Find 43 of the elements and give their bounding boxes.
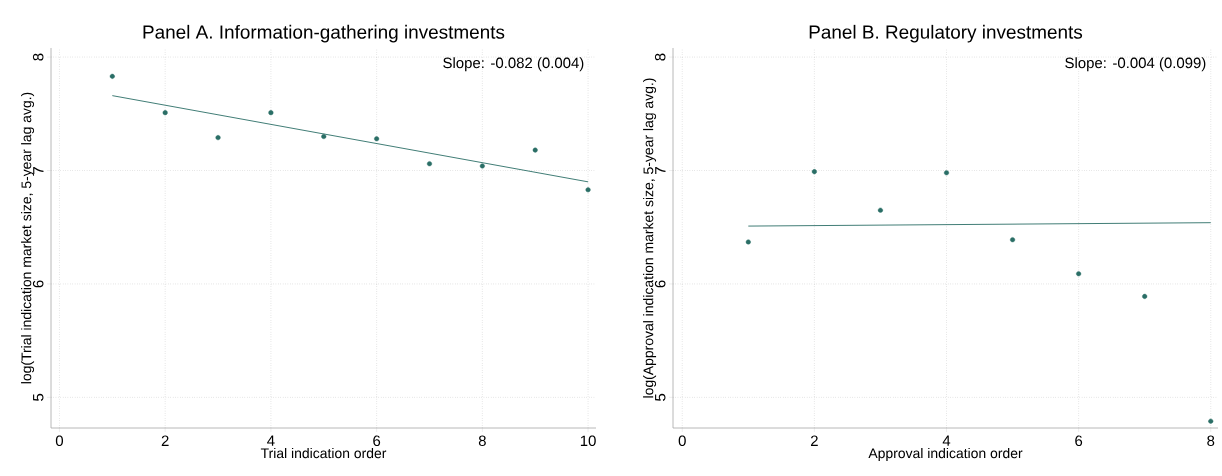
chart-title: Panel B. Regulatory investments bbox=[809, 24, 1083, 43]
point bbox=[585, 187, 591, 193]
y-tick-label: 7 bbox=[33, 167, 44, 174]
point bbox=[745, 239, 751, 245]
x-tick-label: 10 bbox=[580, 435, 596, 447]
point bbox=[215, 135, 221, 141]
x-tick-label: 6 bbox=[373, 435, 381, 447]
y-tick-label: 7 bbox=[655, 167, 666, 174]
x-tick-label: 8 bbox=[478, 435, 486, 447]
point bbox=[321, 133, 327, 139]
x-tick-label: 6 bbox=[1075, 435, 1083, 447]
point bbox=[1076, 271, 1082, 277]
annotation: Slope: -0.004 (0.099) bbox=[1065, 57, 1206, 72]
x-tick-label: 2 bbox=[810, 435, 818, 446]
x-tick-label: 0 bbox=[678, 435, 686, 447]
x-tick-label: 4 bbox=[942, 435, 951, 446]
x-tick-label: 8 bbox=[1207, 435, 1215, 447]
point bbox=[944, 170, 949, 176]
point bbox=[479, 163, 485, 169]
point bbox=[877, 207, 883, 213]
point bbox=[1208, 418, 1214, 424]
y-tick-label: 8 bbox=[32, 53, 44, 61]
point bbox=[109, 73, 115, 79]
annotation: Slope: -0.082 (0.004) bbox=[443, 57, 584, 72]
point bbox=[811, 169, 817, 175]
point bbox=[374, 136, 380, 142]
x-tick-label: 0 bbox=[55, 435, 64, 447]
point bbox=[1142, 293, 1148, 299]
point bbox=[1010, 237, 1016, 243]
point bbox=[426, 161, 432, 167]
y-tick-label: 8 bbox=[654, 53, 666, 61]
y-tick-label: 6 bbox=[32, 280, 44, 288]
y-tick-label: 5 bbox=[33, 393, 44, 401]
x-axis-title: Trial indication order bbox=[260, 447, 387, 459]
x-axis-title: Approval indication order bbox=[868, 447, 1023, 461]
point bbox=[532, 147, 538, 153]
chart-title: Panel A. Information-gathering investments bbox=[143, 24, 505, 43]
point bbox=[268, 110, 274, 116]
y-tick-label: 5 bbox=[655, 393, 666, 401]
y-tick-label: 6 bbox=[654, 280, 666, 288]
x-tick-label: 2 bbox=[161, 435, 169, 446]
point bbox=[162, 110, 168, 116]
x-tick-label: 4 bbox=[267, 435, 275, 446]
